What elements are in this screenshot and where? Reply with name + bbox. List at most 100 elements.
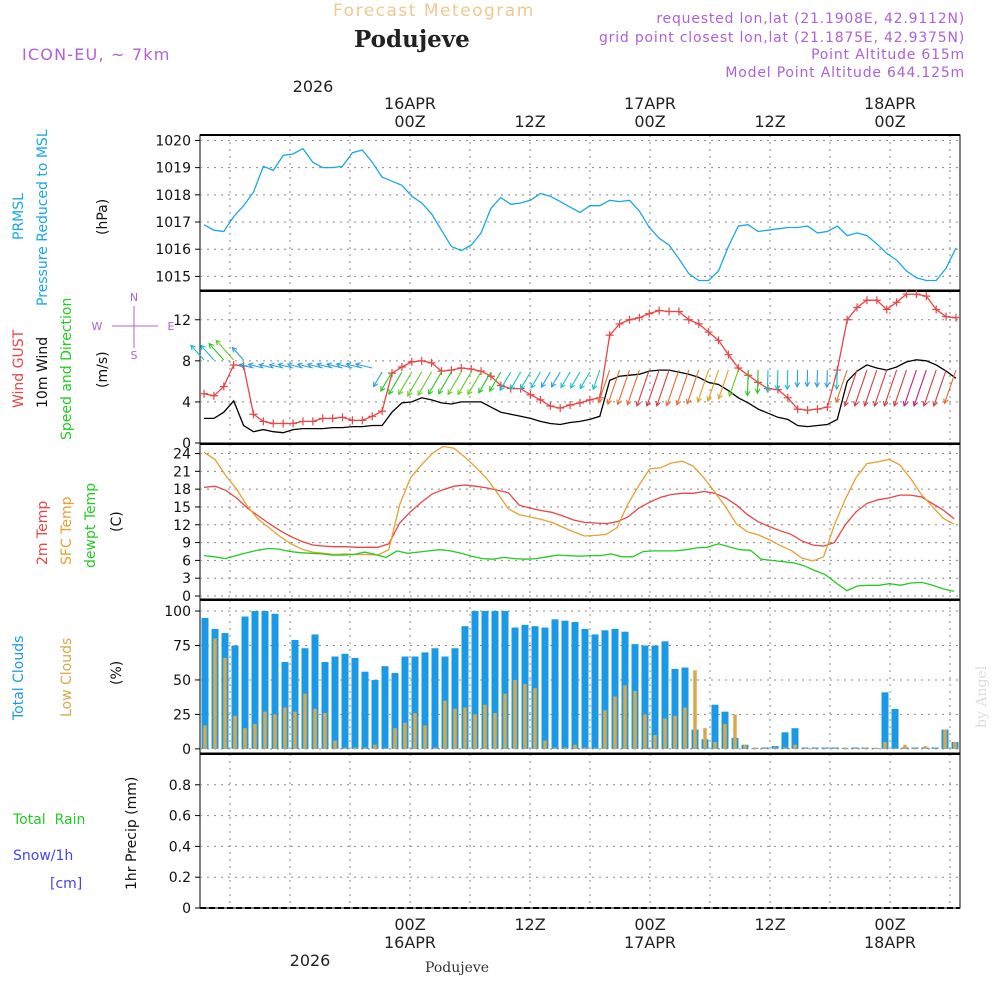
wind-arrow	[478, 371, 492, 393]
bottom-day-label: 17APR	[624, 933, 676, 952]
wind-arrow	[766, 369, 769, 392]
wind-arrow-head	[794, 382, 801, 388]
gust-marker	[882, 305, 891, 314]
dewpt-label: dewpt Temp	[83, 483, 99, 568]
gust-marker	[308, 417, 317, 426]
wind-arrow	[676, 369, 690, 406]
y-tick-label: 100	[164, 604, 191, 620]
low-cloud-bar	[763, 747, 767, 749]
low-cloud-bar	[713, 741, 717, 749]
wind-arrow	[551, 371, 561, 388]
total-cloud-bar	[771, 746, 779, 749]
wind-arrow-head	[467, 389, 473, 396]
total-cloud-bar	[641, 645, 649, 749]
low-cloud-bar	[923, 746, 927, 749]
low-cloud-bar	[483, 704, 487, 749]
wind-arrow	[718, 369, 729, 399]
wind-arrow	[756, 369, 759, 394]
wind-arrow-head	[268, 362, 275, 369]
wind-arrow-head	[764, 386, 771, 393]
low-cloud-bar	[343, 747, 347, 749]
gust-marker	[427, 358, 436, 367]
wind-arrow-head	[306, 362, 313, 369]
total-clouds-label: Total Clouds	[11, 636, 27, 721]
gust-marker	[526, 390, 535, 399]
pressure-msl-label: Pressure Reduced to MSL	[35, 129, 51, 306]
low-cloud-bar	[653, 735, 657, 749]
low-cloud-bar	[813, 747, 817, 749]
low-cloud-bar	[873, 747, 877, 749]
wind-arrow-head	[407, 390, 413, 397]
wind-arrow-head	[606, 399, 612, 406]
low-cloud-bar	[743, 744, 747, 749]
wind-arrow-head	[215, 339, 221, 346]
wind-arrow	[826, 369, 828, 388]
low-cloud-bar	[213, 638, 217, 749]
y-tick-label: 4	[182, 395, 191, 411]
total-cloud-bar	[461, 626, 469, 749]
gust-marker	[783, 393, 792, 402]
wind-arrow	[746, 369, 749, 396]
low-cloud-bar	[273, 714, 277, 749]
temp2m-line	[203, 484, 955, 548]
y-tick-label: 0.6	[169, 809, 191, 825]
wind-arrow	[786, 369, 789, 390]
gust-marker	[793, 405, 802, 414]
total-cloud-bar	[391, 673, 399, 749]
wind-arrow-head	[570, 382, 576, 389]
y-tick-label: 0	[182, 436, 191, 452]
low-cloud-bar	[853, 747, 857, 749]
total-cloud-bar	[451, 648, 459, 749]
wind-arrow-head	[417, 390, 423, 397]
wind-arrow-head	[489, 385, 495, 392]
wind-arrow-head	[706, 396, 712, 403]
wind-arrow-head	[912, 400, 919, 408]
wind-arrow	[560, 371, 571, 388]
wind-arrow-head	[478, 387, 484, 394]
y-tick-label: 18	[173, 482, 191, 498]
y-tick-label: 0.8	[169, 778, 191, 794]
wind-arrow	[697, 369, 710, 402]
wind-arrow-head	[922, 400, 928, 408]
wind-arrow	[509, 371, 522, 390]
gust-marker	[862, 296, 871, 305]
wind-arrow	[592, 369, 601, 390]
wind-arrow	[944, 369, 957, 404]
gust-marker	[566, 401, 575, 409]
precip-labels: Total Rain Snow/1h [cm] 1hr Precip (mm)	[12, 777, 140, 892]
total-cloud-bar	[381, 666, 389, 749]
dewpt-line	[203, 543, 955, 592]
gust-marker	[942, 312, 951, 321]
gust-marker	[605, 331, 614, 340]
total-cloud-bar	[311, 634, 319, 749]
y-tick-label: 8	[182, 354, 191, 370]
wind-arrow	[248, 363, 264, 369]
low-cloud-bar	[753, 747, 757, 749]
low-cloud-bar	[883, 741, 887, 749]
temp-unit: (C)	[109, 511, 125, 532]
gust-marker	[625, 315, 634, 324]
low-clouds-label: Low Clouds	[59, 638, 75, 717]
low-cloud-bar	[573, 744, 577, 749]
wind-arrow-head	[696, 396, 702, 403]
low-cloud-bar	[823, 747, 827, 749]
footer-location: Podujeve	[425, 960, 489, 976]
low-cloud-bar	[773, 747, 777, 749]
total-cloud-bar	[611, 628, 619, 749]
wind-arrow-head	[296, 362, 303, 369]
wind-arrow-head	[499, 385, 505, 392]
gust-marker	[803, 406, 812, 415]
wind-arrow-head	[373, 381, 379, 388]
compass-south: S	[131, 349, 138, 362]
wind-arrow-head	[231, 346, 238, 353]
total-cloud-bar	[791, 728, 799, 749]
wind-arrow	[836, 369, 838, 390]
low-cloud-bar	[323, 713, 327, 749]
gust-marker	[615, 319, 624, 328]
total-cloud-bar	[241, 616, 249, 749]
wind-arrow-head	[882, 400, 889, 408]
wind-arrow	[215, 339, 235, 361]
wind-arrow	[417, 371, 433, 396]
gust-marker	[892, 298, 901, 307]
